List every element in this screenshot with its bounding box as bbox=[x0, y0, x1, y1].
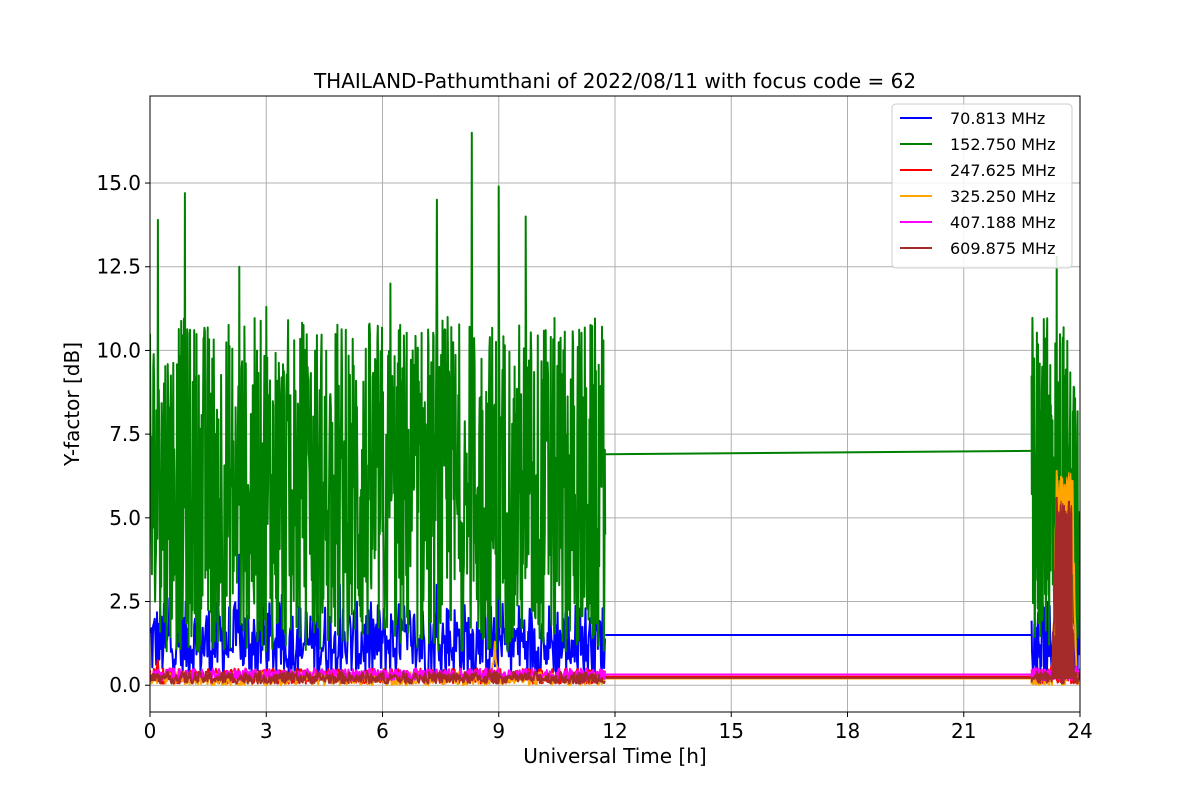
series-5 bbox=[150, 496, 1080, 685]
y-tick-label: 12.5 bbox=[96, 255, 141, 279]
y-axis-ticks: 0.0 2.5 5.0 7.5 10.0 12.5 15.0 bbox=[96, 171, 150, 697]
series-gap-line-1 bbox=[605, 449, 1032, 456]
y-tick-label: 15.0 bbox=[96, 171, 141, 195]
legend-label: 152.750 MHz bbox=[950, 135, 1055, 154]
y-tick-label: 2.5 bbox=[109, 590, 141, 614]
x-tick-label: 6 bbox=[376, 719, 389, 743]
legend: 70.813 MHz 152.750 MHz 247.625 MHz 325.250 … bbox=[891, 103, 1073, 269]
x-tick-label: 21 bbox=[951, 719, 976, 743]
legend-label: 609.875 MHz bbox=[950, 239, 1055, 258]
x-tick-label: 3 bbox=[260, 719, 273, 743]
y-tick-label: 5.0 bbox=[109, 506, 141, 530]
x-axis-label: Universal Time [h] bbox=[523, 744, 706, 768]
series-lines bbox=[150, 131, 1080, 687]
x-tick-label: 12 bbox=[602, 719, 627, 743]
y-tick-label: 7.5 bbox=[109, 422, 141, 446]
y-axis-label: Y-factor [dB] bbox=[60, 342, 84, 467]
x-tick-label: 0 bbox=[144, 719, 157, 743]
legend-label: 325.250 MHz bbox=[950, 187, 1055, 206]
legend-label: 247.625 MHz bbox=[950, 161, 1055, 180]
series-spike-5 bbox=[1052, 498, 1075, 679]
legend-label: 70.813 MHz bbox=[950, 109, 1045, 128]
legend-box bbox=[891, 103, 1073, 269]
y-tick-label: 10.0 bbox=[96, 338, 141, 362]
chart-title: THAILAND-Pathumthani of 2022/08/11 with … bbox=[313, 69, 916, 93]
x-tick-label: 18 bbox=[835, 719, 860, 743]
x-tick-label: 15 bbox=[719, 719, 744, 743]
legend-label: 407.188 MHz bbox=[950, 213, 1055, 232]
y-tick-label: 0.0 bbox=[109, 673, 141, 697]
x-tick-label: 9 bbox=[492, 719, 505, 743]
series-line-5-part1 bbox=[150, 670, 606, 685]
x-tick-label: 24 bbox=[1067, 719, 1092, 743]
series-line-1-part1 bbox=[150, 131, 607, 653]
x-axis-ticks: 0 3 6 9 12 15 18 21 24 bbox=[144, 712, 1093, 743]
